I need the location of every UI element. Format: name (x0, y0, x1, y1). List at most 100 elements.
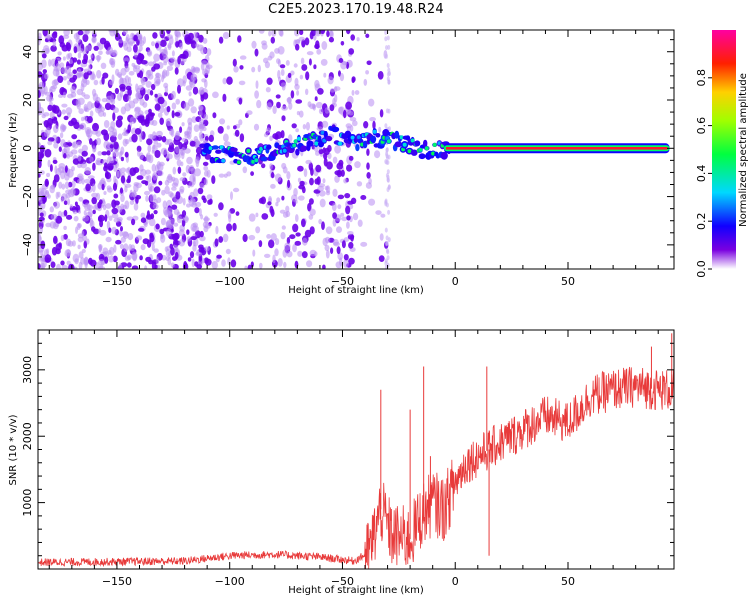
noise-speckle (91, 103, 95, 109)
noise-speckle (363, 78, 368, 86)
noise-speckle (45, 222, 52, 228)
noise-speckle (279, 64, 286, 69)
noise-speckle (387, 79, 391, 85)
noise-speckle (113, 150, 119, 158)
noise-speckle (345, 205, 351, 215)
noise-speckle (297, 165, 304, 172)
noise-speckle (95, 192, 101, 201)
noise-speckle (73, 215, 79, 222)
noise-speckle (182, 80, 186, 87)
noise-speckle (200, 62, 205, 71)
ridge-core (338, 141, 342, 146)
noise-speckle (166, 30, 171, 34)
noise-speckle (105, 95, 113, 104)
noise-speckle (38, 151, 45, 159)
noise-speckle (254, 90, 259, 99)
noise-speckle (133, 167, 140, 174)
noise-speckle (325, 249, 330, 259)
noise-speckle (302, 237, 308, 246)
noise-speckle (50, 213, 58, 220)
noise-speckle (169, 192, 175, 199)
noise-speckle (311, 30, 316, 37)
noise-speckle (259, 262, 263, 269)
noise-speckle (76, 100, 81, 110)
ridge-core (372, 129, 377, 134)
noise-speckle (109, 246, 115, 256)
noise-speckle (237, 35, 242, 43)
noise-speckle (91, 196, 97, 205)
noise-speckle (61, 103, 68, 108)
noise-speckle (149, 134, 155, 141)
noise-speckle (281, 225, 286, 230)
noise-speckle (175, 98, 180, 105)
noise-speckle (234, 129, 240, 137)
noise-speckle (103, 120, 110, 128)
noise-speckle (136, 56, 143, 65)
noise-speckle (151, 66, 156, 72)
noise-speckle (193, 124, 200, 132)
noise-speckle (314, 178, 320, 185)
noise-speckle (55, 248, 61, 255)
noise-speckle (270, 36, 275, 44)
noise-speckle (107, 156, 112, 164)
noise-speckle (136, 175, 144, 180)
noise-speckle (332, 212, 337, 220)
noise-speckle (108, 255, 115, 263)
noise-speckle (297, 177, 301, 183)
noise-speckle (195, 251, 203, 257)
noise-speckle (47, 159, 51, 168)
ridge-blob (394, 130, 400, 139)
noise-speckle (159, 48, 167, 55)
ridge-blob (375, 133, 381, 138)
noise-speckle (93, 204, 98, 211)
noise-speckle (91, 183, 96, 193)
noise-speckle (71, 134, 78, 140)
noise-speckle (255, 80, 259, 89)
noise-speckle (175, 41, 180, 48)
ridge-blob (260, 156, 268, 162)
noise-speckle (295, 214, 299, 223)
noise-speckle (328, 30, 334, 37)
noise-speckle (148, 218, 156, 227)
noise-speckle (313, 145, 319, 152)
noise-speckle (198, 118, 205, 124)
noise-speckle (299, 180, 305, 187)
noise-speckle (146, 239, 152, 248)
noise-speckle (323, 152, 328, 160)
noise-speckle (127, 233, 134, 241)
noise-speckle (298, 36, 305, 42)
noise-speckle (129, 200, 135, 206)
noise-speckle (144, 93, 150, 101)
noise-speckle (146, 138, 153, 146)
noise-speckle (348, 48, 355, 55)
noise-speckle (170, 262, 175, 268)
noise-speckle (38, 101, 41, 110)
noise-speckle (356, 37, 360, 42)
noise-speckle (79, 122, 87, 131)
noise-speckle (186, 229, 190, 235)
noise-speckle (53, 235, 58, 244)
noise-speckle (120, 226, 123, 232)
noise-speckle (166, 228, 172, 237)
noise-speckle (49, 96, 54, 102)
noise-speckle (91, 35, 97, 44)
noise-speckle (197, 187, 204, 195)
noise-speckle (134, 127, 142, 135)
noise-speckle (137, 150, 141, 157)
noise-speckle (65, 107, 73, 115)
top-y-tick-label: −40 (21, 233, 34, 256)
noise-speckle (39, 226, 43, 234)
noise-speckle (173, 232, 180, 240)
noise-speckle (204, 223, 211, 229)
noise-speckle (76, 222, 81, 231)
noise-speckle (285, 60, 290, 66)
noise-speckle (51, 31, 58, 39)
noise-speckle (38, 173, 41, 178)
ridge-core (431, 151, 436, 156)
noise-speckle (79, 48, 84, 54)
noise-speckle (281, 195, 285, 201)
noise-speckle (86, 238, 90, 245)
noise-speckle (159, 228, 165, 235)
noise-speckle (275, 201, 279, 207)
